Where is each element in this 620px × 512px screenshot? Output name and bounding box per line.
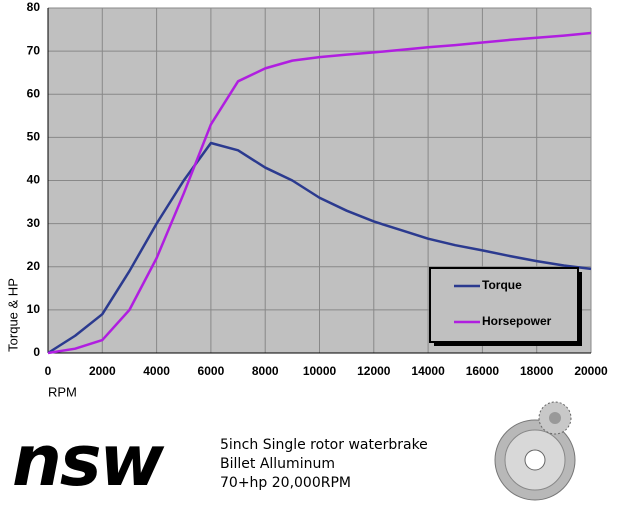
y-tick-label: 80 (27, 0, 41, 14)
x-tick-label: 18000 (520, 364, 554, 378)
x-tick-label: 10000 (303, 364, 337, 378)
caption-line: 70+hp 20,000RPM (220, 475, 351, 491)
x-tick-label: 0 (45, 364, 52, 378)
rotor-image (494, 401, 576, 501)
x-tick-label: 14000 (411, 364, 445, 378)
y-tick-label: 50 (27, 130, 41, 144)
y-tick-label: 0 (33, 345, 40, 359)
x-tick-label: 12000 (357, 364, 391, 378)
x-tick-label: 8000 (252, 364, 279, 378)
x-tick-label: 20000 (574, 364, 608, 378)
caption-line: Billet Alluminum (220, 456, 335, 472)
legend (429, 267, 579, 343)
x-axis-label: RPM (48, 384, 77, 399)
x-tick-label: 16000 (466, 364, 500, 378)
logo: nsw (12, 420, 164, 502)
series-line (47, 31, 592, 355)
y-tick-label: 60 (27, 86, 41, 100)
series-line (47, 141, 592, 355)
y-tick-label: 10 (27, 302, 41, 316)
x-tick-label: 4000 (143, 364, 170, 378)
y-tick-label: 40 (27, 173, 41, 187)
caption-line: 5inch Single rotor waterbrake (220, 437, 428, 453)
legend-label: Horsepower (482, 314, 552, 328)
x-tick-label: 2000 (89, 364, 116, 378)
x-tick-label: 6000 (198, 364, 225, 378)
y-tick-label: 20 (27, 259, 41, 273)
y-tick-label: 70 (27, 43, 41, 57)
legend-label: Torque (482, 278, 522, 292)
y-tick-label: 30 (27, 216, 41, 230)
y-axis-label: Torque & HP (5, 278, 20, 352)
